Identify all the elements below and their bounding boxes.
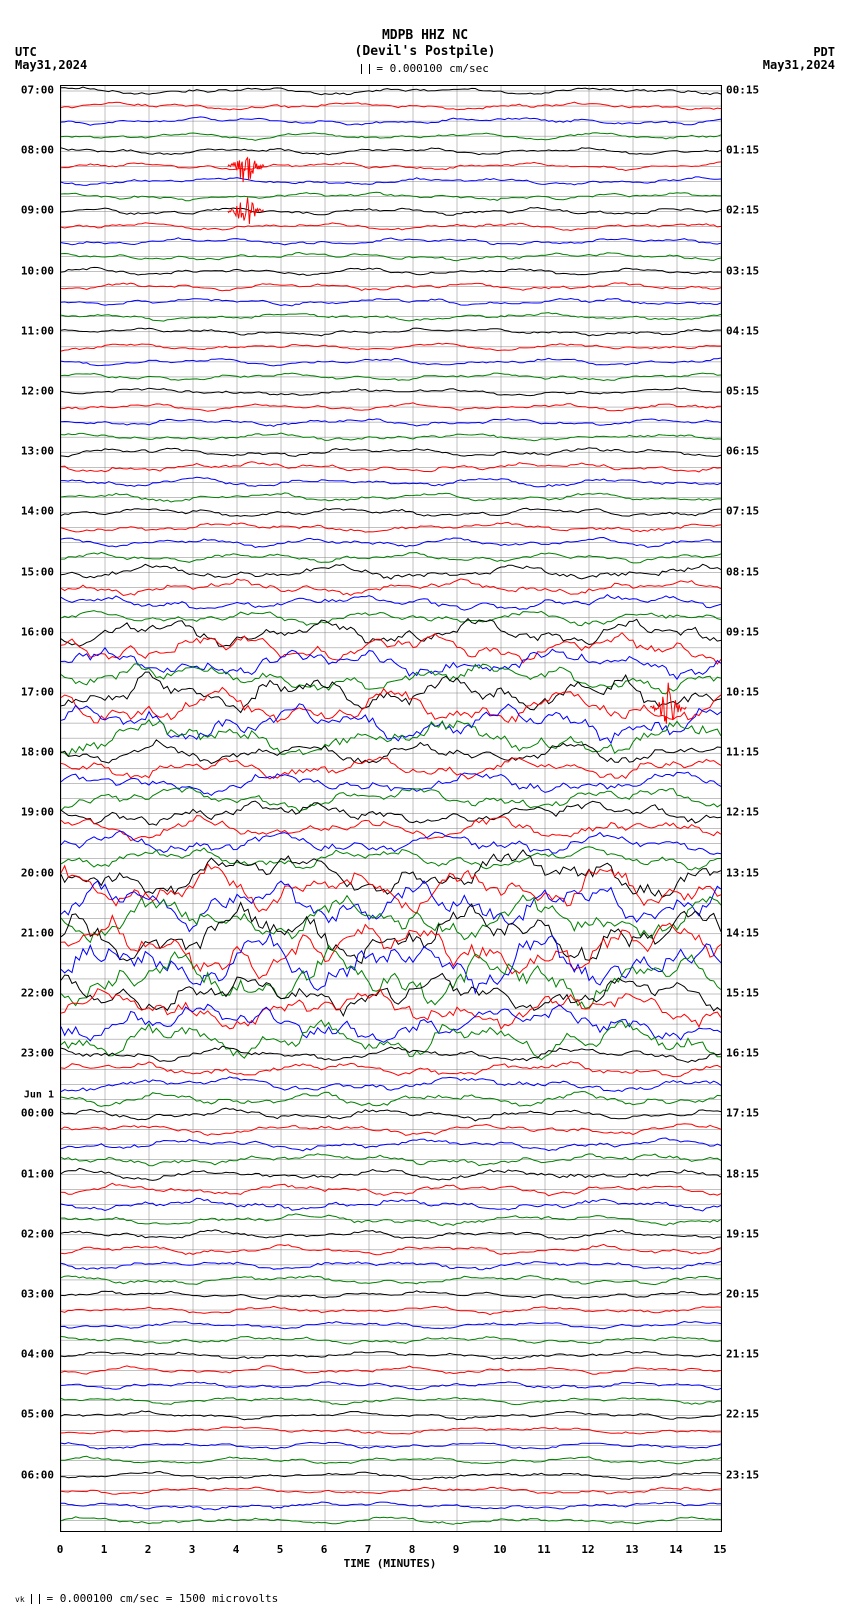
right-time-label: 02:15 — [726, 204, 759, 217]
x-axis-title: TIME (MINUTES) — [60, 1557, 720, 1570]
right-time-label: 15:15 — [726, 987, 759, 1000]
left-time-label: 03:00 — [21, 1288, 54, 1301]
x-tick-label: 6 — [321, 1543, 328, 1556]
right-time-label: 12:15 — [726, 806, 759, 819]
right-timezone: PDT — [813, 45, 835, 59]
left-time-label: 09:00 — [21, 204, 54, 217]
grid — [61, 86, 721, 1531]
plot-area — [60, 85, 722, 1532]
left-time-label: 08:00 — [21, 144, 54, 157]
left-time-label: 12:00 — [21, 385, 54, 398]
left-time-label: 00:00 — [21, 1107, 54, 1120]
right-time-label: 09:15 — [726, 625, 759, 638]
left-time-label: 16:00 — [21, 625, 54, 638]
left-time-label: 07:00 — [21, 84, 54, 97]
x-tick-label: 9 — [453, 1543, 460, 1556]
right-time-label: 01:15 — [726, 144, 759, 157]
x-tick-label: 3 — [189, 1543, 196, 1556]
right-time-label: 07:15 — [726, 505, 759, 518]
right-time-label: 21:15 — [726, 1348, 759, 1361]
station-location: (Devil's Postpile) — [0, 44, 850, 60]
left-time-label: 06:00 — [21, 1468, 54, 1481]
left-time-label: 17:00 — [21, 686, 54, 699]
left-time-label: 20:00 — [21, 866, 54, 879]
right-time-label: 00:15 — [726, 84, 759, 97]
left-time-label: 23:00 — [21, 1047, 54, 1060]
x-tick-label: 1 — [101, 1543, 108, 1556]
left-time-label: 02:00 — [21, 1227, 54, 1240]
left-time-label: 18:00 — [21, 746, 54, 759]
x-tick-label: 7 — [365, 1543, 372, 1556]
header: MDPB HHZ NC (Devil's Postpile) — [0, 28, 850, 59]
left-time-label: 11:00 — [21, 324, 54, 337]
footer-text: = 0.000100 cm/sec = 1500 microvolts — [47, 1592, 279, 1605]
left-timezone: UTC — [15, 45, 37, 59]
right-time-label: 05:15 — [726, 385, 759, 398]
x-tick-label: 2 — [145, 1543, 152, 1556]
x-tick-label: 4 — [233, 1543, 240, 1556]
right-time-labels: 00:15 01:15 02:15 03:15 04:15 05:15 06:15 07:15… — [722, 85, 842, 1530]
x-tick-label: 12 — [581, 1543, 594, 1556]
right-time-label: 10:15 — [726, 686, 759, 699]
x-axis: TIME (MINUTES) 0123456789101112131415 — [60, 1535, 720, 1575]
x-tick-label: 10 — [493, 1543, 506, 1556]
left-time-labels: 07:00 08:00 09:00 10:00 11:00 12:00 13:00 14:00… — [0, 85, 58, 1530]
x-tick-label: 11 — [537, 1543, 550, 1556]
station-id: MDPB HHZ NC — [0, 28, 850, 44]
left-time-label: 10:00 — [21, 264, 54, 277]
left-date: May31,2024 — [15, 58, 87, 72]
right-time-label: 13:15 — [726, 866, 759, 879]
right-time-label: 03:15 — [726, 264, 759, 277]
right-time-label: 22:15 — [726, 1408, 759, 1421]
scale-indicator: = 0.000100 cm/sec — [0, 62, 850, 75]
x-tick-label: 15 — [713, 1543, 726, 1556]
right-time-label: 06:15 — [726, 445, 759, 458]
scale-text: = 0.000100 cm/sec — [376, 62, 489, 75]
x-tick-label: 5 — [277, 1543, 284, 1556]
right-time-label: 08:15 — [726, 565, 759, 578]
footer: vk = 0.000100 cm/sec = 1500 microvolts — [15, 1592, 278, 1605]
left-time-label: 05:00 — [21, 1408, 54, 1421]
right-date: May31,2024 — [763, 58, 835, 72]
left-time-label: 19:00 — [21, 806, 54, 819]
right-time-label: 14:15 — [726, 926, 759, 939]
right-time-label: 20:15 — [726, 1288, 759, 1301]
left-time-label: 22:00 — [21, 987, 54, 1000]
x-tick-label: 14 — [669, 1543, 682, 1556]
x-tick-label: 8 — [409, 1543, 416, 1556]
right-time-label: 04:15 — [726, 324, 759, 337]
left-time-label: 13:00 — [21, 445, 54, 458]
right-time-label: 17:15 — [726, 1107, 759, 1120]
left-time-label: 04:00 — [21, 1348, 54, 1361]
left-time-label: 15:00 — [21, 565, 54, 578]
left-time-label: 14:00 — [21, 505, 54, 518]
x-tick-label: 13 — [625, 1543, 638, 1556]
right-time-label: 11:15 — [726, 746, 759, 759]
left-time-label: 21:00 — [21, 926, 54, 939]
right-time-label: 18:15 — [726, 1167, 759, 1180]
x-tick-label: 0 — [57, 1543, 64, 1556]
right-time-label: 23:15 — [726, 1468, 759, 1481]
left-time-label: 01:00 — [21, 1167, 54, 1180]
helicorder-container: MDPB HHZ NC (Devil's Postpile) = 0.00010… — [0, 0, 850, 1613]
right-time-label: 19:15 — [726, 1227, 759, 1240]
left-time-label: Jun 1 — [24, 1090, 54, 1101]
right-time-label: 16:15 — [726, 1047, 759, 1060]
